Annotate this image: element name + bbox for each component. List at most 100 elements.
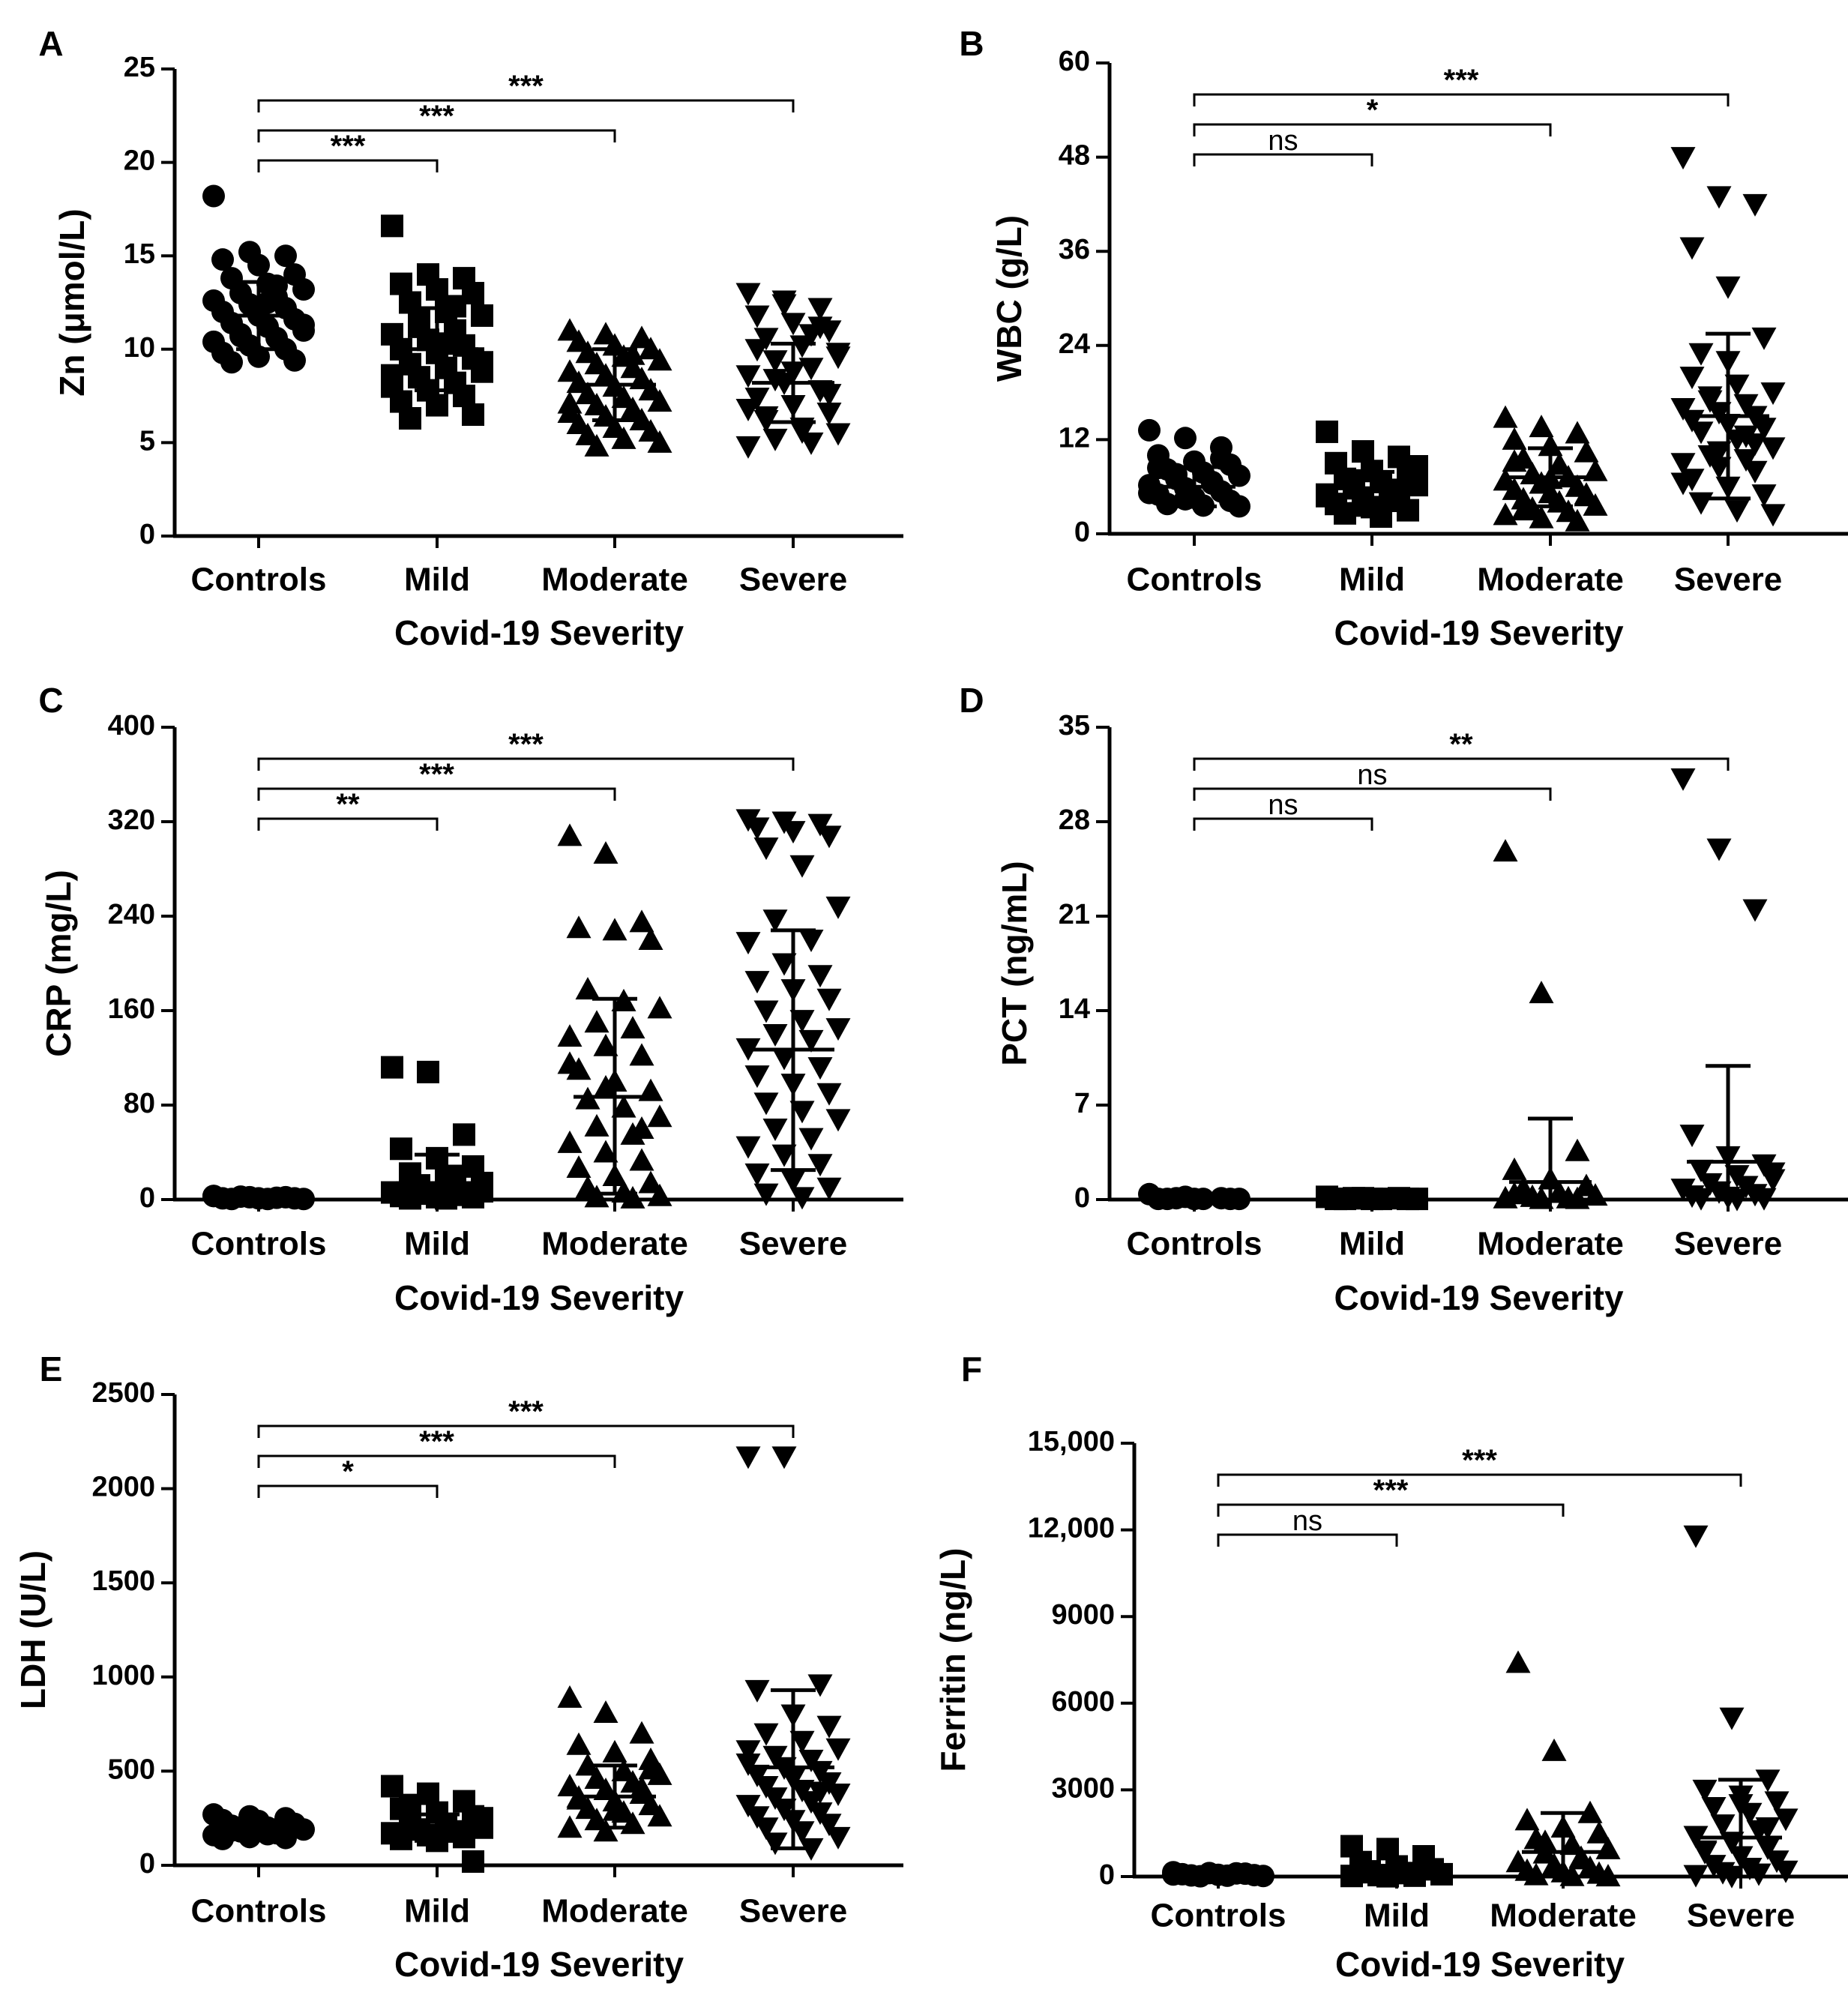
data-point-triangle-up xyxy=(1541,1738,1567,1761)
series-controls xyxy=(1162,1861,1274,1888)
panel-letter: F xyxy=(961,1349,982,1388)
y-tick-label: 1500 xyxy=(91,1565,155,1597)
data-point-triangle-down xyxy=(753,837,779,861)
data-point-triangle-down xyxy=(762,428,788,451)
y-tick-label: 0 xyxy=(1074,517,1090,548)
data-point-triangle-down xyxy=(1715,276,1741,299)
y-tick-label: 10 xyxy=(124,332,155,364)
panel-c: C 0 80 160 240 320 400 CRP (mg/L) Controls Mild Mo… xyxy=(38,681,903,1317)
data-point-circle xyxy=(1156,493,1179,516)
data-point-circle xyxy=(1228,1188,1250,1211)
significance-label: ns xyxy=(1357,759,1387,791)
y-axis-title: LDH (U/L) xyxy=(13,1550,52,1709)
data-point-triangle-down xyxy=(762,909,788,933)
panel-letter: E xyxy=(40,1349,63,1388)
y-tick-label: 25 xyxy=(124,52,155,83)
data-point-triangle-up xyxy=(566,915,592,939)
data-point-circle xyxy=(283,1815,306,1838)
data-point-triangle-up xyxy=(584,1113,610,1137)
data-point-square xyxy=(408,1174,430,1197)
data-point-triangle-up xyxy=(557,1130,583,1153)
significance-label: ns xyxy=(1268,789,1298,821)
data-point-triangle-down xyxy=(1683,1865,1709,1888)
data-point-triangle-down xyxy=(789,855,815,878)
y-tick-label: 36 xyxy=(1059,234,1090,265)
data-point-triangle-down xyxy=(1733,449,1759,472)
category-label-mild: Mild xyxy=(1339,1226,1405,1263)
data-point-triangle-up xyxy=(647,1183,672,1206)
category-label-controls: Controls xyxy=(191,1893,327,1930)
data-point-triangle-down xyxy=(825,1018,851,1041)
data-point-triangle-down xyxy=(1742,433,1768,457)
data-point-triangle-down xyxy=(1764,1791,1790,1814)
data-point-triangle-up xyxy=(1529,415,1554,438)
data-point-triangle-up xyxy=(1523,1862,1549,1886)
significance-label: *** xyxy=(1462,1444,1497,1477)
data-point-circle xyxy=(256,291,279,314)
data-point-triangle-up xyxy=(557,1815,583,1838)
data-point-triangle-down xyxy=(735,1446,761,1469)
data-point-triangle-down xyxy=(807,1802,833,1826)
significance-bracket xyxy=(257,1484,439,1498)
data-point-triangle-down xyxy=(1679,1125,1705,1148)
data-point-triangle-down xyxy=(816,1177,842,1200)
category-label-mild: Mild xyxy=(1364,1898,1430,1934)
series-moderate xyxy=(1505,1650,1621,1887)
data-point-square xyxy=(399,1793,421,1817)
data-point-triangle-up xyxy=(620,1185,645,1209)
data-point-triangle-down xyxy=(1706,402,1732,425)
significance-label: ** xyxy=(1449,728,1473,761)
significance-bracket xyxy=(257,159,439,172)
data-point-triangle-down xyxy=(753,1000,779,1023)
data-point-triangle-down xyxy=(789,1780,815,1803)
data-point-triangle-down xyxy=(744,1163,770,1186)
series-severe xyxy=(735,1446,851,1861)
data-point-triangle-down xyxy=(1670,147,1696,170)
data-point-triangle-down xyxy=(825,1784,851,1807)
data-point-triangle-down xyxy=(753,1775,779,1799)
data-point-triangle-down xyxy=(771,294,797,317)
data-point-triangle-down xyxy=(780,1170,806,1194)
category-label-moderate: Moderate xyxy=(1477,562,1624,598)
y-tick-label: 7 xyxy=(1074,1088,1090,1119)
data-point-square xyxy=(1316,420,1338,443)
data-point-square xyxy=(381,214,403,238)
y-tick-label: 0 xyxy=(139,1848,155,1880)
data-point-triangle-down xyxy=(1760,504,1786,527)
significance-bracket xyxy=(1193,817,1373,831)
data-point-triangle-up xyxy=(629,1043,654,1066)
significance-bracket xyxy=(1193,123,1552,136)
significance-bracket xyxy=(257,787,616,801)
data-point-triangle-up xyxy=(566,1732,592,1755)
data-point-triangle-down xyxy=(1679,367,1705,390)
significance-bracket xyxy=(1217,1473,1742,1487)
data-point-circle xyxy=(1138,418,1161,442)
data-point-triangle-down xyxy=(1751,1188,1777,1211)
significance-bracket xyxy=(1217,1533,1398,1547)
significance-bracket xyxy=(257,757,795,771)
data-point-square xyxy=(381,364,403,387)
data-point-triangle-down xyxy=(753,1183,779,1206)
data-point-triangle-up xyxy=(584,1010,610,1033)
series-controls xyxy=(1138,418,1250,518)
significance-label: *** xyxy=(508,1395,544,1428)
data-point-circle xyxy=(202,1185,225,1208)
category-label-severe: Severe xyxy=(1674,562,1782,598)
data-point-triangle-down xyxy=(1751,327,1777,350)
category-label-severe: Severe xyxy=(739,1893,847,1930)
significance-label: *** xyxy=(1373,1474,1409,1507)
data-point-triangle-up xyxy=(1574,439,1599,463)
data-point-triangle-down xyxy=(744,817,770,840)
data-point-triangle-down xyxy=(1760,382,1786,406)
series-severe xyxy=(1670,147,1786,527)
data-point-triangle-up xyxy=(629,1721,654,1744)
significance-label: * xyxy=(1367,94,1379,127)
significance-bracket xyxy=(257,1454,616,1468)
data-point-triangle-down xyxy=(816,1715,842,1739)
data-point-square xyxy=(453,1123,475,1146)
data-point-triangle-down xyxy=(798,358,824,381)
data-point-triangle-up xyxy=(1595,1864,1621,1887)
data-point-triangle-down xyxy=(1760,1162,1786,1185)
data-point-triangle-down xyxy=(744,1065,770,1089)
data-point-triangle-down xyxy=(1688,1159,1714,1182)
